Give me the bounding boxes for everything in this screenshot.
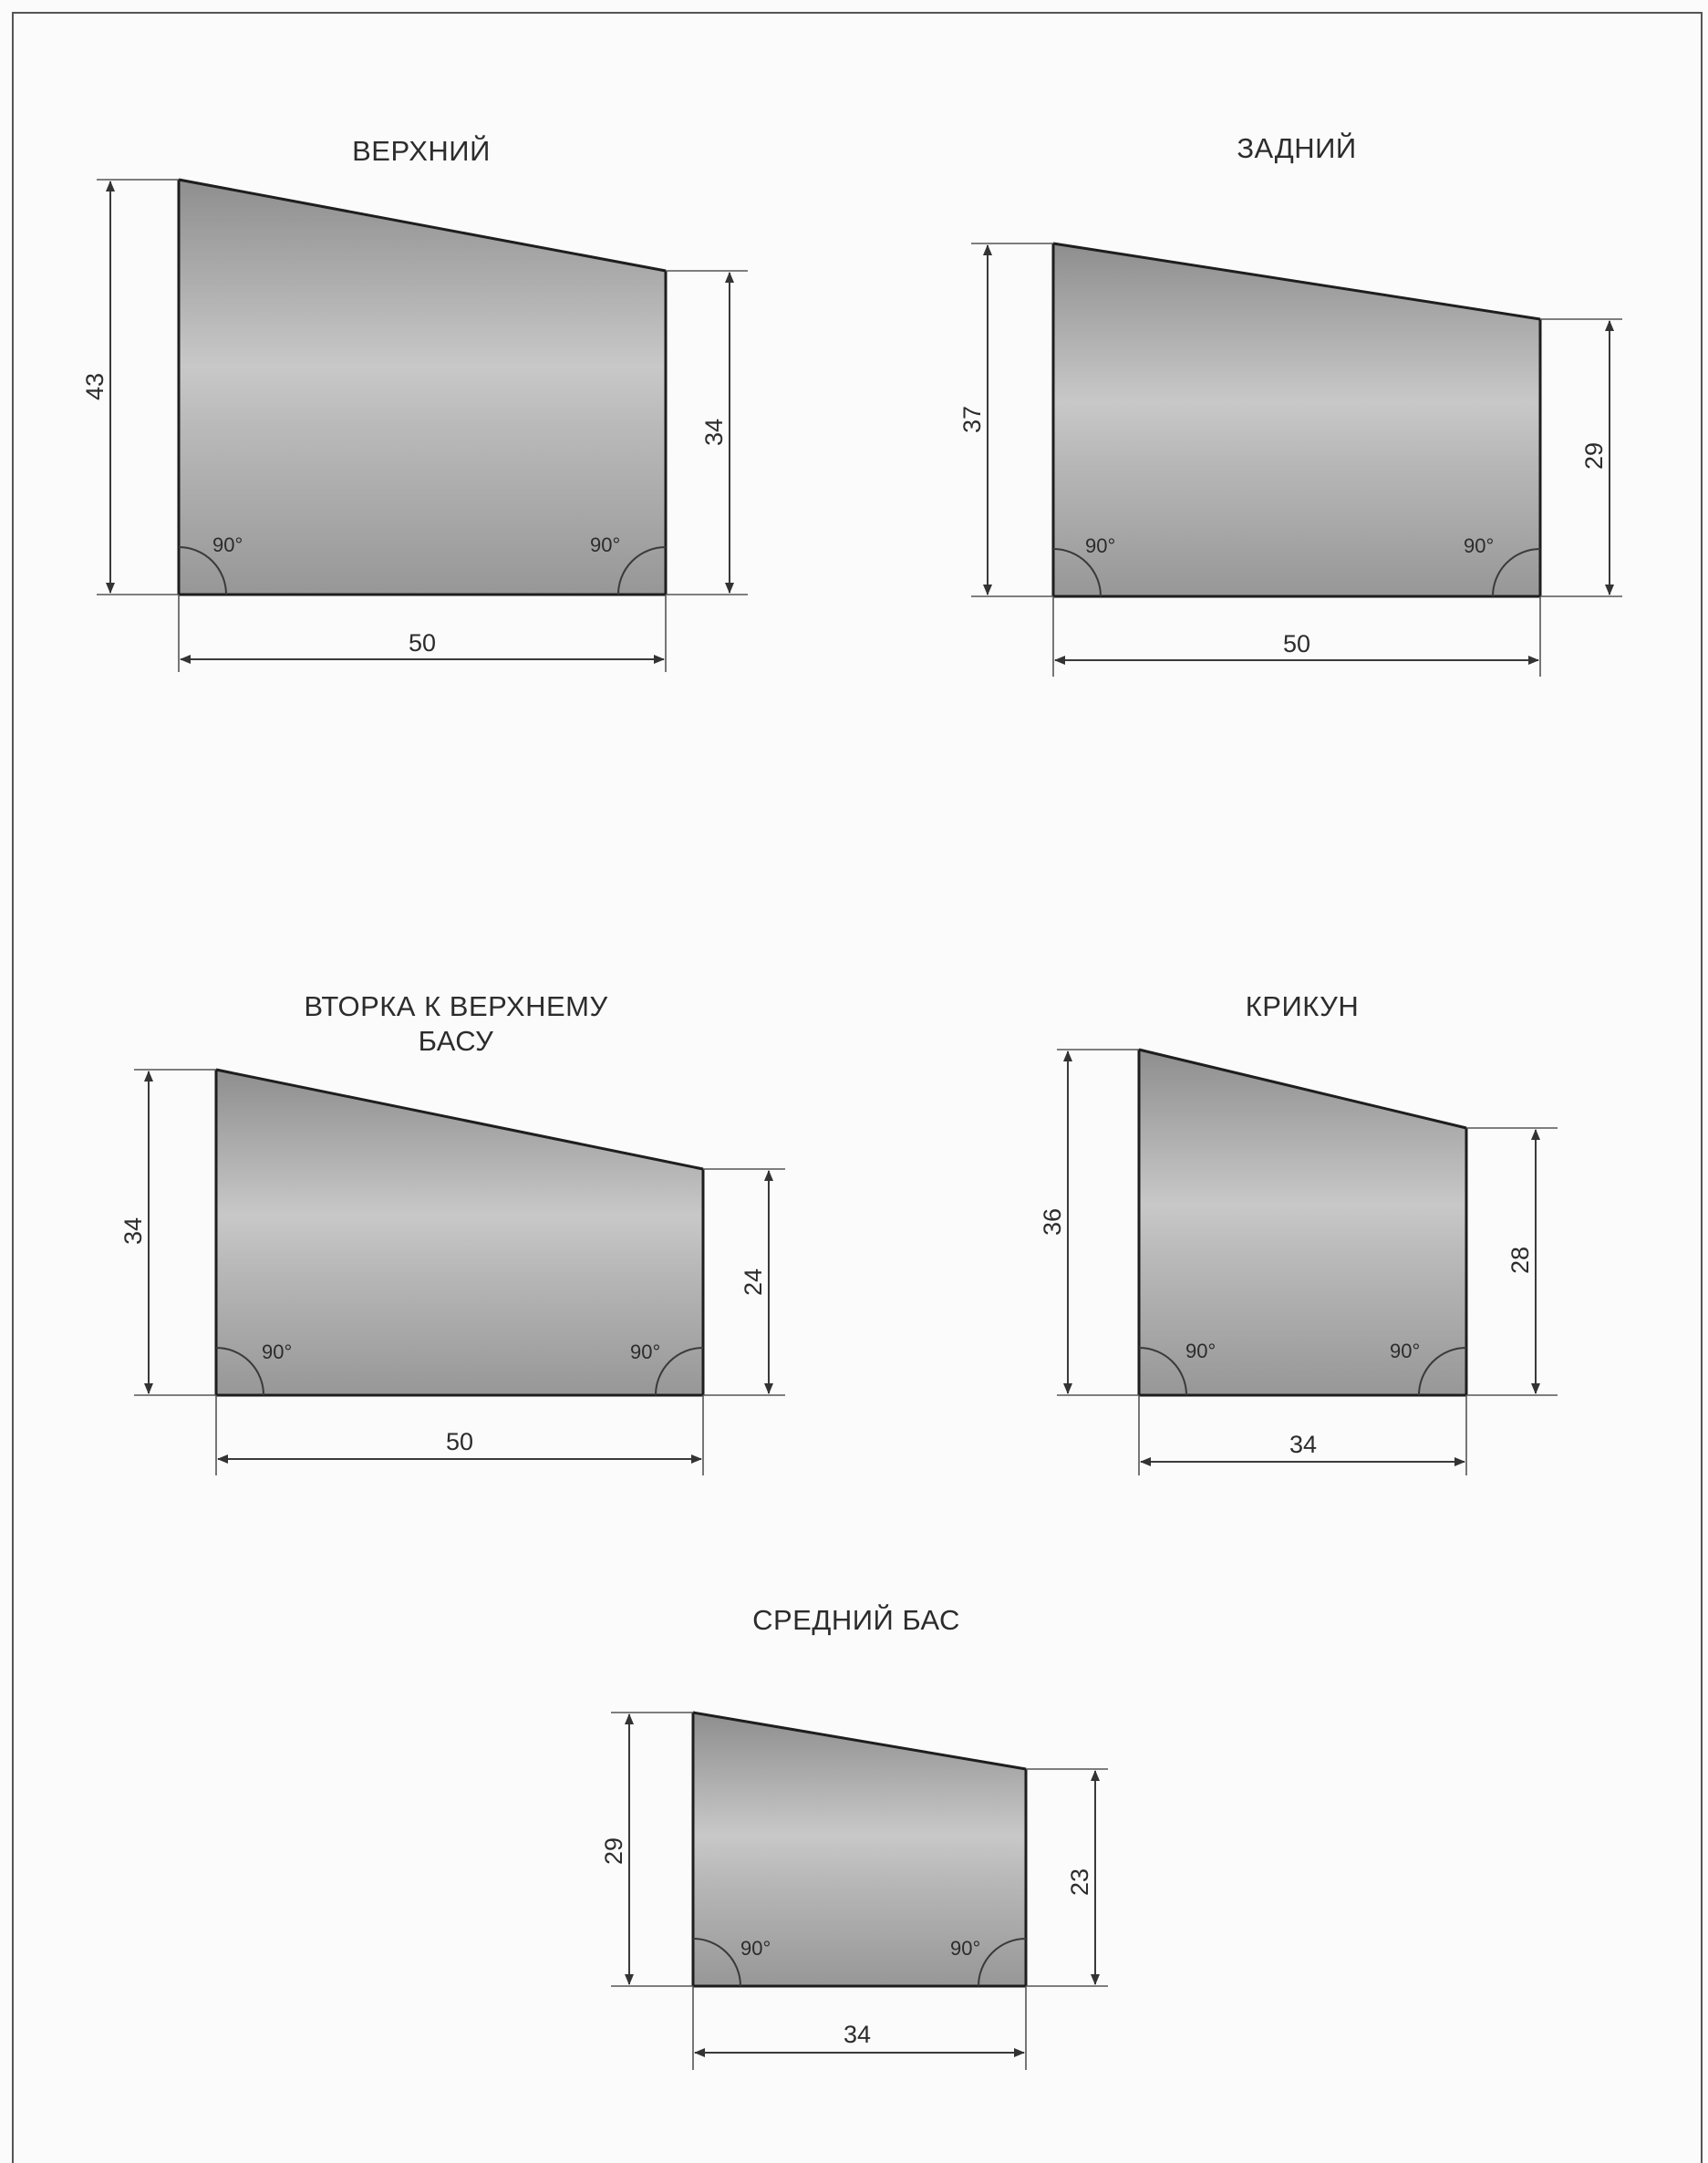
right-angle-arc xyxy=(655,1347,704,1396)
top-edge xyxy=(1138,1048,1467,1130)
trapezoid-shape xyxy=(693,1713,1026,1986)
left-height-label: 34 xyxy=(119,1217,147,1245)
panel-sredniy-bas: СРЕДНИЙ БАС 29 23 34 90° 90° xyxy=(600,1603,1108,2070)
trapezoid-shape xyxy=(1139,1050,1466,1395)
left-angle-arc xyxy=(1052,548,1102,597)
right-angle-label: 90° xyxy=(1464,534,1494,557)
panel-title: СРЕДНИЙ БАС xyxy=(752,1603,960,1636)
left-angle-label: 90° xyxy=(1085,534,1115,557)
right-angle-label: 90° xyxy=(950,1937,980,1960)
width-label: 34 xyxy=(1289,1431,1317,1458)
panel-title: КРИКУН xyxy=(1246,990,1360,1022)
trapezoid-shape xyxy=(1053,243,1540,596)
right-angle-arc xyxy=(1492,548,1541,597)
right-height-label: 34 xyxy=(700,419,728,446)
right-angle-label: 90° xyxy=(590,533,620,556)
right-angle-arc xyxy=(1418,1347,1467,1396)
top-edge xyxy=(1052,242,1541,321)
right-angle-label: 90° xyxy=(630,1340,660,1363)
panel-title: ВТОРКА К ВЕРХНЕМУ xyxy=(304,990,607,1022)
width-label: 50 xyxy=(409,629,436,657)
panel-title: ЗАДНИЙ xyxy=(1237,131,1356,164)
panel-title-line-2: БАСУ xyxy=(419,1025,494,1057)
right-angle-arc xyxy=(978,1938,1027,1987)
panel-verkhniy: ВЕРХНИЙ 43 34 50 90° 90° xyxy=(81,134,748,672)
panel-vtorka: ВТОРКА К ВЕРХНЕМУ БАСУ 34 24 50 90° 90° xyxy=(119,990,785,1475)
left-height-label: 37 xyxy=(958,406,986,433)
right-angle-label: 90° xyxy=(1390,1340,1420,1362)
panel-krikun: КРИКУН 36 28 34 90° 90° xyxy=(1039,990,1558,1475)
left-angle-arc xyxy=(178,546,227,595)
panel-title: ВЕРХНИЙ xyxy=(352,134,491,167)
trapezoid-shape xyxy=(179,180,666,595)
width-label: 50 xyxy=(446,1428,473,1455)
right-height-label: 29 xyxy=(1580,442,1608,470)
left-height-label: 36 xyxy=(1039,1208,1066,1236)
right-height-label: 23 xyxy=(1066,1868,1093,1896)
left-angle-arc xyxy=(692,1938,741,1987)
width-label: 34 xyxy=(844,2021,871,2048)
left-angle-label: 90° xyxy=(262,1340,292,1363)
width-label: 50 xyxy=(1283,630,1310,657)
right-height-label: 24 xyxy=(740,1268,767,1296)
top-edge xyxy=(215,1068,704,1171)
left-height-label: 43 xyxy=(81,373,109,400)
left-angle-arc xyxy=(215,1347,264,1396)
left-height-label: 29 xyxy=(600,1837,627,1865)
top-edge xyxy=(178,178,667,273)
trapezoid-shape xyxy=(216,1070,703,1395)
right-angle-arc xyxy=(617,546,667,595)
top-edge xyxy=(692,1711,1027,1771)
panel-zadniy: ЗАДНИЙ 37 29 50 90° 90° xyxy=(958,131,1622,677)
left-angle-label: 90° xyxy=(212,533,243,556)
left-angle-arc xyxy=(1138,1347,1187,1396)
page-border xyxy=(12,12,1703,2163)
left-angle-label: 90° xyxy=(1185,1340,1216,1362)
right-height-label: 28 xyxy=(1506,1247,1534,1274)
left-angle-label: 90° xyxy=(740,1937,771,1960)
